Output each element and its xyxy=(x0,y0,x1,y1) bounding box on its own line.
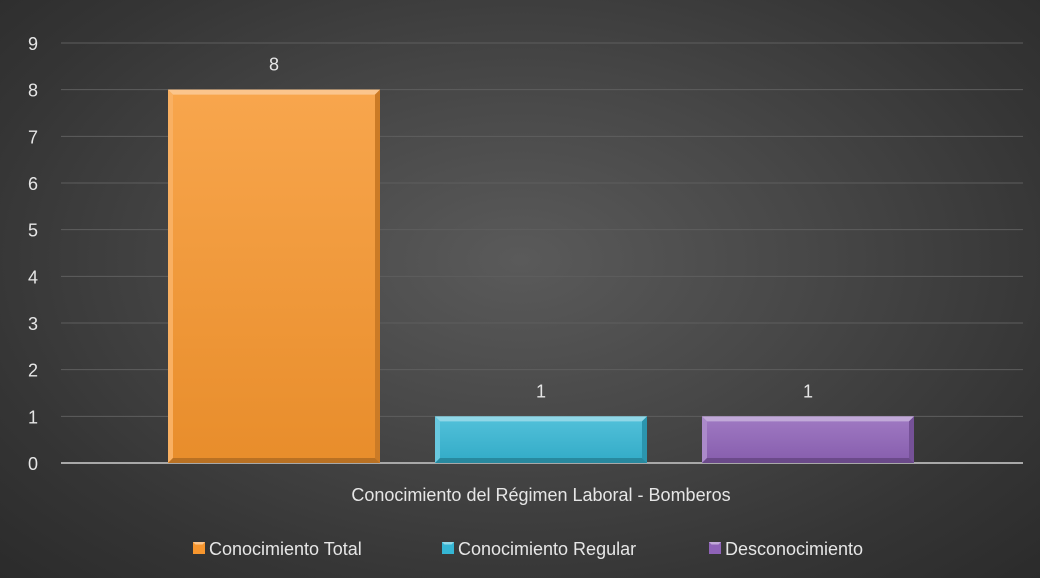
bar-bevel-left xyxy=(702,416,707,463)
bar-bevel-bottom xyxy=(435,458,647,463)
bar-bevel-top xyxy=(168,89,380,95)
bar-bevel-right xyxy=(375,89,380,464)
legend-swatch-bevel xyxy=(709,542,721,545)
legend-label: Desconocimiento xyxy=(725,539,863,559)
y-tick-label: 3 xyxy=(28,314,38,334)
bar-bevel-top xyxy=(702,416,914,422)
bar-bevel-bottom xyxy=(168,458,380,463)
legend-swatch xyxy=(193,542,205,554)
bar-bevel-right xyxy=(642,416,647,463)
data-labels: 8 1 1 xyxy=(269,55,813,402)
legend-swatch-bevel xyxy=(193,542,205,545)
legend-label: Conocimiento Regular xyxy=(458,539,636,559)
bars xyxy=(168,89,914,464)
data-label: 8 xyxy=(269,55,279,75)
data-label: 1 xyxy=(803,381,813,401)
x-axis: Conocimiento del Régimen Laboral - Bombe… xyxy=(351,485,730,505)
category-label: Conocimiento del Régimen Laboral - Bombe… xyxy=(351,485,730,505)
legend-swatch xyxy=(709,542,721,554)
y-tick-label: 2 xyxy=(28,361,38,381)
bar-bevel-bottom xyxy=(702,458,914,463)
bar-1 xyxy=(435,416,647,463)
y-tick-label: 5 xyxy=(28,221,38,241)
bar-bevel-top xyxy=(435,416,647,422)
bar xyxy=(168,89,380,464)
bar-bevel-left xyxy=(168,89,173,464)
bar xyxy=(702,416,914,463)
data-label: 1 xyxy=(536,381,546,401)
legend-item: Conocimiento Total xyxy=(193,539,362,559)
legend-label: Conocimiento Total xyxy=(209,539,362,559)
y-tick-label: 9 xyxy=(28,34,38,54)
y-tick-label: 4 xyxy=(28,267,38,287)
y-tick-label: 1 xyxy=(28,407,38,427)
legend-item: Conocimiento Regular xyxy=(442,539,636,559)
y-tick-label: 0 xyxy=(28,454,38,474)
bar-2 xyxy=(702,416,914,463)
y-tick-label: 6 xyxy=(28,174,38,194)
bar xyxy=(435,416,647,463)
bar-bevel-right xyxy=(909,416,914,463)
legend: Conocimiento Total Conocimiento Regular De… xyxy=(193,539,863,559)
y-tick-label: 8 xyxy=(28,81,38,101)
bar-bevel-left xyxy=(435,416,440,463)
legend-swatch xyxy=(442,542,454,554)
y-tick-label: 7 xyxy=(28,127,38,147)
legend-item: Desconocimiento xyxy=(709,539,863,559)
bar-0 xyxy=(168,89,380,464)
legend-swatch-bevel xyxy=(442,542,454,545)
